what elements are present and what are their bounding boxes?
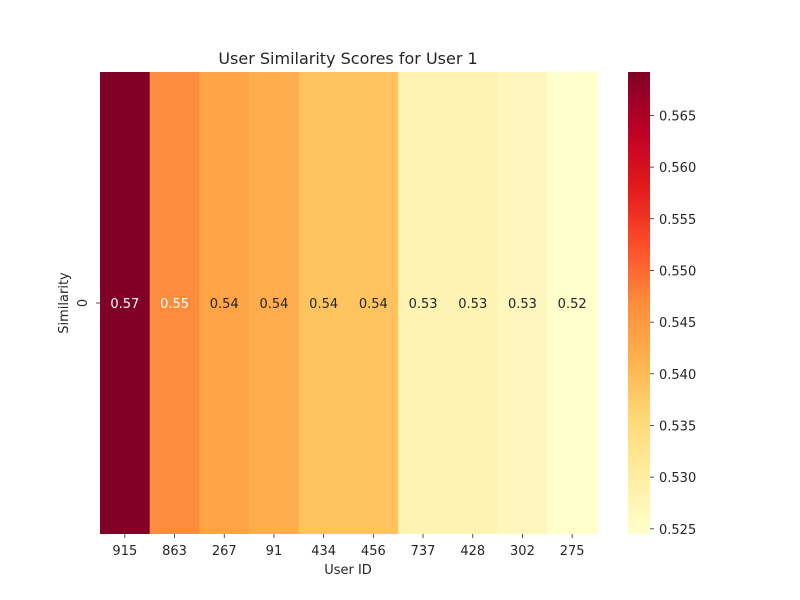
- heatmap-cell-labels: 0.57 0.55 0.54 0.54 0.54 0.54 0.53 0.53 0.53 0.52: [110, 297, 586, 312]
- x-axis-ticks: 915 863 267 91 434 456 737 428 302 275: [112, 534, 585, 559]
- y-axis-ticks: 0: [76, 299, 100, 307]
- colorbar: [628, 72, 650, 534]
- colorbar-tick-label: 0.560: [659, 161, 696, 176]
- heatmap-cell-267: [199, 72, 250, 534]
- x-tick-label: 915: [112, 544, 137, 559]
- colorbar-tick-label: 0.540: [659, 368, 696, 383]
- colorbar-tick-label: 0.550: [659, 264, 696, 279]
- cell-value-label: 0.53: [458, 297, 487, 312]
- cell-value-label: 0.52: [558, 297, 587, 312]
- heatmap-cells: [100, 72, 598, 534]
- colorbar-tick-label: 0.525: [659, 523, 696, 538]
- y-tick-label: 0: [76, 299, 91, 307]
- x-tick-label: 428: [460, 544, 485, 559]
- colorbar-ticks: 0.525 0.530 0.535 0.540 0.545 0.550 0.555 0.560…: [650, 109, 696, 538]
- heatmap-cell-737: [398, 72, 449, 534]
- heatmap-cell-275: [547, 72, 598, 534]
- x-axis-label: User ID: [324, 563, 372, 578]
- x-tick-label: 863: [162, 544, 187, 559]
- cell-value-label: 0.53: [508, 297, 537, 312]
- heatmap-cell-434: [298, 72, 350, 534]
- colorbar-tick-label: 0.535: [659, 419, 696, 434]
- x-tick-label: 456: [361, 544, 386, 559]
- heatmap-cell-428: [447, 72, 499, 534]
- heatmap-cell-456: [348, 72, 399, 534]
- colorbar-tick-label: 0.565: [659, 109, 696, 124]
- heatmap-cell-302: [497, 72, 548, 534]
- x-tick-label: 267: [212, 544, 237, 559]
- cell-value-label: 0.55: [160, 297, 189, 312]
- cell-value-label: 0.53: [409, 297, 438, 312]
- x-tick-label: 275: [560, 544, 585, 559]
- y-axis-label: Similarity: [57, 272, 72, 334]
- heatmap-cell-915: [100, 72, 151, 534]
- x-tick-label: 302: [510, 544, 535, 559]
- cell-value-label: 0.54: [359, 297, 388, 312]
- cell-value-label: 0.54: [210, 297, 239, 312]
- colorbar-tick-label: 0.530: [659, 471, 696, 486]
- cell-value-label: 0.54: [309, 297, 338, 312]
- colorbar-tick-label: 0.555: [659, 213, 696, 228]
- heatmap-cell-863: [149, 72, 200, 534]
- x-tick-label: 434: [311, 544, 336, 559]
- cell-value-label: 0.57: [110, 297, 139, 312]
- x-tick-label: 737: [411, 544, 436, 559]
- cell-value-label: 0.54: [259, 297, 288, 312]
- chart-title: User Similarity Scores for User 1: [218, 49, 477, 68]
- heatmap-cell-91: [249, 72, 300, 534]
- x-tick-label: 91: [266, 544, 283, 559]
- colorbar-tick-label: 0.545: [659, 316, 696, 331]
